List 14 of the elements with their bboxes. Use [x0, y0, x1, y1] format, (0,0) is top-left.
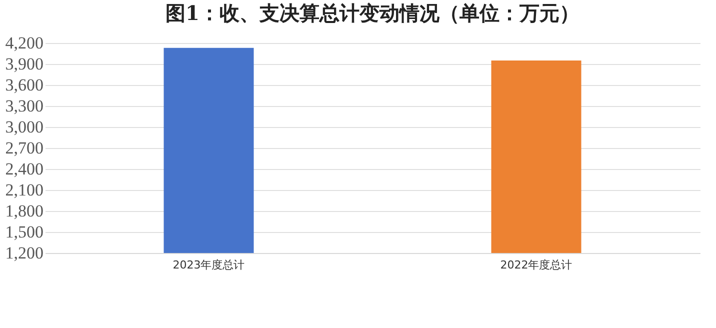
y-tick-label: 3,900: [5, 54, 44, 74]
y-tick-label: 4,200: [5, 34, 44, 52]
y-tick-label: 1,500: [5, 222, 44, 242]
y-tick-label: 3,600: [5, 76, 44, 94]
y-tick-label: 2,700: [5, 138, 44, 158]
y-tick-label: 2,400: [5, 160, 44, 178]
x-tick-label: 2023年度总计: [172, 258, 245, 272]
y-tick-label: 1,800: [5, 202, 44, 220]
chart-title: 图1：收、支决算总计变动情况（单位：万元）: [166, 1, 580, 25]
y-tick-label: 3,000: [5, 118, 44, 136]
x-tick-label: 2022年度总计: [500, 258, 572, 272]
y-tick-label: 3,300: [5, 96, 44, 116]
y-tick-label: 1,200: [5, 244, 44, 262]
y-tick-label: 2,100: [5, 180, 44, 200]
